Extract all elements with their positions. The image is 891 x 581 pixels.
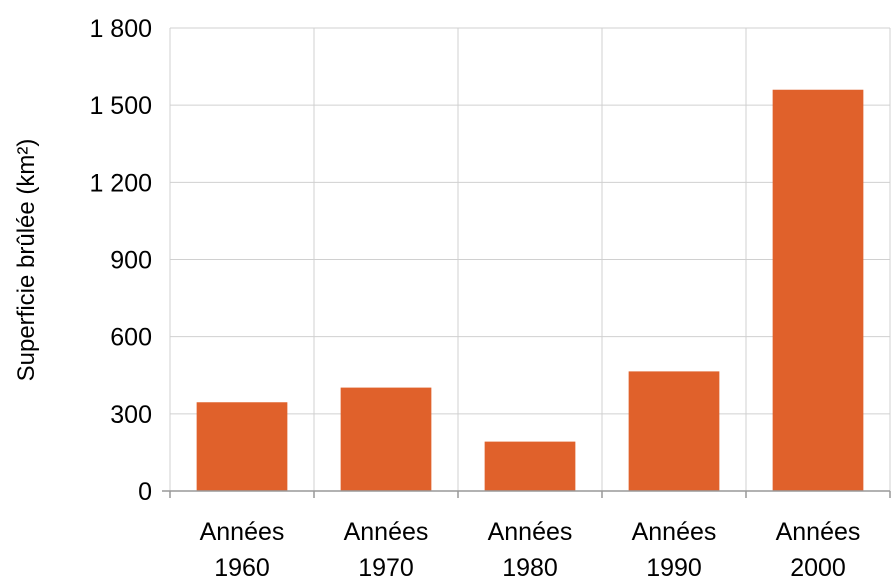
y-tick-label: 0 <box>138 478 152 506</box>
y-tick-label: 300 <box>110 401 152 429</box>
y-tick-label: 600 <box>110 324 152 352</box>
y-tick-label: 1 800 <box>89 15 152 43</box>
y-tick-label: 1 500 <box>89 92 152 120</box>
x-tick-label: Années <box>200 518 285 546</box>
x-tick-label: Années <box>488 518 573 546</box>
x-tick-label: 1990 <box>646 554 702 581</box>
x-tick-labels: Années 1960 Années 1970 Années 1980 Années 1990… <box>200 518 861 581</box>
x-tick-label: 1970 <box>358 554 414 581</box>
bar <box>196 402 288 491</box>
x-tick-label: 1960 <box>214 554 270 581</box>
bars <box>196 89 864 491</box>
x-tick-label: Années <box>344 518 429 546</box>
grid <box>169 27 891 491</box>
y-tick-label: 900 <box>110 247 152 275</box>
bar <box>772 89 864 491</box>
y-tick-label: 1 200 <box>89 169 152 197</box>
y-axis-title: Superficie brûlée (km²) <box>13 139 40 382</box>
x-tick-label: 1980 <box>502 554 558 581</box>
x-tick-label: Années <box>632 518 717 546</box>
x-tick-label: Années <box>776 518 861 546</box>
bar <box>628 371 720 491</box>
bar <box>484 441 576 491</box>
y-tick-labels: 0 300 600 900 1 200 1 500 1 800 <box>89 15 152 506</box>
axes <box>162 490 891 498</box>
x-tick-label: 2000 <box>790 554 846 581</box>
bar <box>340 387 432 491</box>
